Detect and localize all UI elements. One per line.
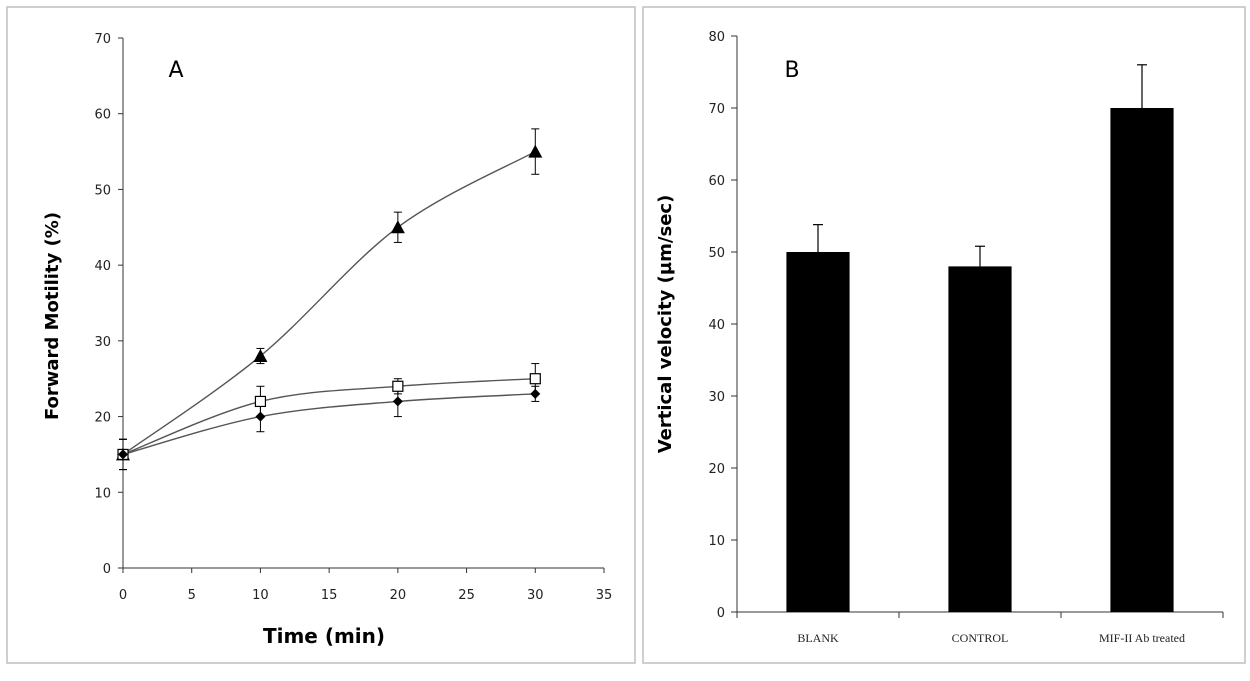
panel-a-axes: 0 10 20 30 40 50 60 70 0 5 10 15 20 25 30 35 [94, 32, 612, 603]
panel-a-y-tick-label: 20 [94, 411, 111, 426]
marker-triangle [390, 220, 405, 234]
series-line-diamond [122, 393, 536, 456]
panel-a-error-bars [119, 128, 540, 471]
bar-control [948, 266, 1012, 612]
marker-diamond [255, 411, 266, 422]
panel-b-y-tick-label: 50 [708, 246, 725, 261]
panel-a-x-tick-label: 20 [390, 588, 407, 603]
panel-a-x-tick-label: 25 [458, 588, 475, 603]
panel-a-label: A [168, 58, 183, 83]
marker-open-square [254, 395, 267, 408]
panel-a-x-tick-label: 35 [596, 588, 613, 603]
panel-b-label: B [784, 58, 799, 83]
panel-b-bars [786, 108, 1174, 612]
panel-b-y-tick-label: 30 [708, 390, 725, 405]
panel-a-y-tick-label: 0 [103, 562, 111, 577]
panel-a-y-tick-label: 40 [94, 259, 111, 274]
panel-a-x-tick-label: 0 [119, 588, 127, 603]
panel-a-chart: A Time (min) Forward Motility (%) 0 10 20 3… [42, 32, 612, 648]
panel-a-frame [6, 6, 636, 664]
panel-a-y-tick-label: 60 [94, 108, 111, 123]
marker-diamond [530, 388, 541, 399]
panel-a-y-axis-title: Forward Motility (%) [42, 212, 63, 420]
panel-b-category-label: CONTROL [952, 631, 1009, 645]
bar-blank [786, 252, 850, 612]
panel-b-chart: B Vertical velocity (µm/sec) 0 10 20 30 40 50… [655, 30, 1224, 645]
marker-triangle [253, 349, 268, 362]
series-line-triangle [122, 150, 536, 455]
panel-a-x-tick-label: 15 [321, 588, 338, 603]
bar-mif-ii-ab-treated [1110, 108, 1174, 612]
marker-open-square [392, 380, 404, 392]
panel-b-y-tick-label: 0 [717, 606, 725, 621]
panel-b-y-tick-label: 70 [708, 102, 725, 117]
marker-diamond [392, 396, 403, 407]
panel-a-y-tick-label: 70 [94, 32, 111, 47]
panel-b-y-tick-label: 80 [708, 30, 725, 45]
panel-a-y-tick-label: 50 [94, 183, 111, 198]
panel-b-y-tick-label: 20 [708, 462, 725, 477]
marker-open-square [529, 373, 541, 385]
panel-a-markers [116, 144, 543, 461]
panel-a-series-lines [122, 150, 536, 456]
panel-b-frame [642, 6, 1246, 664]
panel-a-x-tick-label: 30 [527, 588, 544, 603]
series-line-open-square [122, 378, 536, 456]
panel-b-y-tick-label: 60 [708, 174, 725, 189]
panel-b-category-label: MIF-II Ab treated [1099, 631, 1185, 645]
panel-b-axes: 0 10 20 30 40 50 60 70 80 BLANK CONTROL MIF-II Ab t… [708, 30, 1224, 645]
panel-a-y-tick-label: 10 [94, 486, 111, 501]
marker-diamond [118, 449, 128, 460]
panel-a-x-tick-label: 5 [188, 588, 196, 603]
panel-a-y-tick-label: 30 [94, 335, 111, 350]
panel-b-y-tick-label: 40 [708, 318, 725, 333]
marker-triangle [528, 144, 543, 158]
panel-b-category-label: BLANK [797, 631, 839, 645]
panel-a-x-axis-title: Time (min) [263, 624, 385, 648]
panel-b-y-tick-label: 10 [708, 534, 725, 549]
panel-b-y-axis-title: Vertical velocity (µm/sec) [655, 195, 676, 454]
panel-a-x-tick-label: 10 [252, 588, 269, 603]
panel-b-error-bars [813, 64, 1147, 267]
